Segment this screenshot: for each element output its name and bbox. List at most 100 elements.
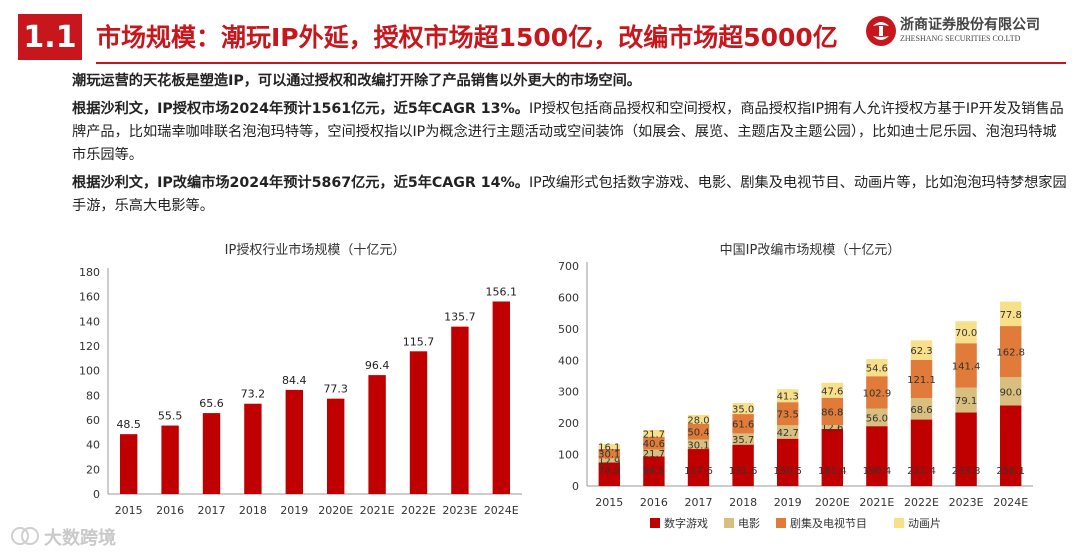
legend-swatch [650,518,660,528]
y-tick-label: 120 [79,340,100,353]
segment-value-label: 94.5 [643,466,665,477]
y-tick-label: 180 [79,266,100,279]
stack-segment [910,419,933,486]
segment-value-label: 70.0 [955,328,977,339]
stack-segment [732,414,754,434]
segment-value-label: 54.6 [866,364,888,375]
stack-segment [866,408,888,427]
stack-segment [999,405,1022,486]
ip-adaptation-chart: 中国IP改编市场规模（十亿元） 0 100 200 300 400 500 600 700 74.… [545,232,1045,542]
y-tick-label: 100 [558,449,579,462]
stack-segment [999,301,1022,327]
y-tick-label: 200 [558,417,579,430]
stack-segment [910,398,933,420]
watermark-logo-icon [11,527,39,545]
bar [202,413,221,494]
stack-segment [732,403,754,415]
bar [244,403,262,494]
x-tick-label: 2018 [239,504,267,517]
x-tick-label: 2016 [156,504,184,517]
x-tick-label: 2020E [318,504,353,517]
y-tick-label: 700 [558,260,579,273]
bar [451,326,469,494]
x-tick-label: 2018 [729,496,757,509]
segment-value-label: 90.0 [1000,387,1022,398]
segment-value-label: 16.1 [598,442,620,453]
legend-swatch [894,518,904,528]
segment-value-label: 12.6 [821,423,843,434]
y-tick-label: 160 [79,291,100,304]
segment-value-label: 181.4 [818,466,847,477]
segment-value-label: 12.9 [598,456,620,467]
segment-value-label: 30.1 [687,440,709,451]
y-tick-label: 60 [86,414,100,427]
stack-segment [910,359,933,398]
segment-value-label: 68.6 [910,405,932,416]
x-tick-label: 2023E [949,496,984,509]
watermark: 大数跨境 [10,522,150,550]
stack-segment [598,448,621,459]
y-tick-label: 140 [79,315,100,328]
stack-segment [955,412,977,486]
licensing-highlight: 根据沙利文，IP授权市场2024年预计1561亿元，近5年CAGR 13%。 [72,101,529,117]
stack-segment [643,436,665,450]
x-tick-label: 2019 [280,504,308,517]
x-tick-label: 2017 [685,496,713,509]
segment-value-label: 56.0 [866,413,888,424]
bar-value-label: 65.6 [199,397,224,410]
x-tick-label: 2017 [198,504,226,517]
x-tick-label: 2020E [815,496,850,509]
segment-value-label: 211.4 [907,466,936,477]
segment-value-label: 233.8 [952,466,981,477]
y-tick-label: 0 [93,488,100,501]
x-tick-label: 2021E [859,496,894,509]
stack-segment [821,397,844,426]
x-tick-label: 2022E [904,496,939,509]
stack-segment [687,439,710,450]
bar [327,398,345,494]
x-tick-label: 2016 [640,496,668,509]
paragraph-licensing: 根据沙利文，IP授权市场2024年预计1561亿元，近5年CAGR 13%。IP… [72,98,1067,167]
bar-value-label: 156.1 [486,285,518,298]
y-tick-label: 600 [558,291,579,304]
stack-segment [598,443,621,449]
segment-value-label: 190.4 [863,466,892,477]
bar-value-label: 135.7 [444,311,476,324]
y-tick-label: 80 [86,389,100,402]
segment-value-label: 35.7 [732,435,754,446]
bar-value-label: 55.5 [158,410,183,423]
adaptation-detail: IP改编形式包括数字游戏、电影、剧集及电视节目、动画片等，比如泡泡玛特梦想家园手… [72,175,1067,214]
y-tick-label: 100 [79,365,100,378]
stack-segment [999,377,1022,406]
segment-value-label: 79.1 [955,396,977,407]
segment-value-label: 121.1 [907,375,936,386]
paragraph-adaptation: 根据沙利文，IP改编市场2024年预计5867亿元，近5年CAGR 14%。IP… [72,172,1067,218]
stack-segment [821,428,844,486]
bar-value-label: 96.4 [365,359,390,372]
legend-swatch [724,518,734,528]
segment-value-label: 50.4 [687,428,709,439]
segment-value-label: 131.6 [729,466,758,477]
x-tick-label: 2015 [595,496,623,509]
segment-value-label: 41.3 [777,392,799,403]
y-tick-label: 40 [86,439,100,452]
segment-value-label: 117.6 [684,466,713,477]
adaptation-highlight: 根据沙利文，IP改编市场2024年预计5867亿元，近5年CAGR 14%。 [72,175,529,191]
legend-swatch [776,518,786,528]
summary-text: 潮玩运营的天花板是塑造IP，可以通过授权和改编打开除了产品销售以外更大的市场空间… [72,70,1067,223]
bar [285,389,303,494]
stack-segment [732,433,754,445]
stack-segment [821,382,844,398]
x-tick-label: 2024E [484,504,519,517]
stack-segment [866,359,888,377]
company-logo-icon [866,16,896,46]
company-name-en: ZHESHANG SECURITIES CO.LTD [900,34,1021,43]
segment-value-label: 102.9 [863,388,892,399]
bar-value-label: 115.7 [403,335,435,348]
header: 1.1 市场规模：潮玩IP外延，授权市场超1500亿，改编市场超5000亿 浙商… [0,0,1080,68]
segment-value-label: 21.7 [643,449,665,460]
y-tick-label: 20 [86,463,100,476]
header-divider [96,62,1066,64]
company-logo: 浙商证券股份有限公司 ZHESHANG SECURITIES CO.LTD [864,12,1074,52]
intro-text: 潮玩运营的天花板是塑造IP，可以通过授权和改编打开除了产品销售以外更大的市场空间… [72,73,641,89]
